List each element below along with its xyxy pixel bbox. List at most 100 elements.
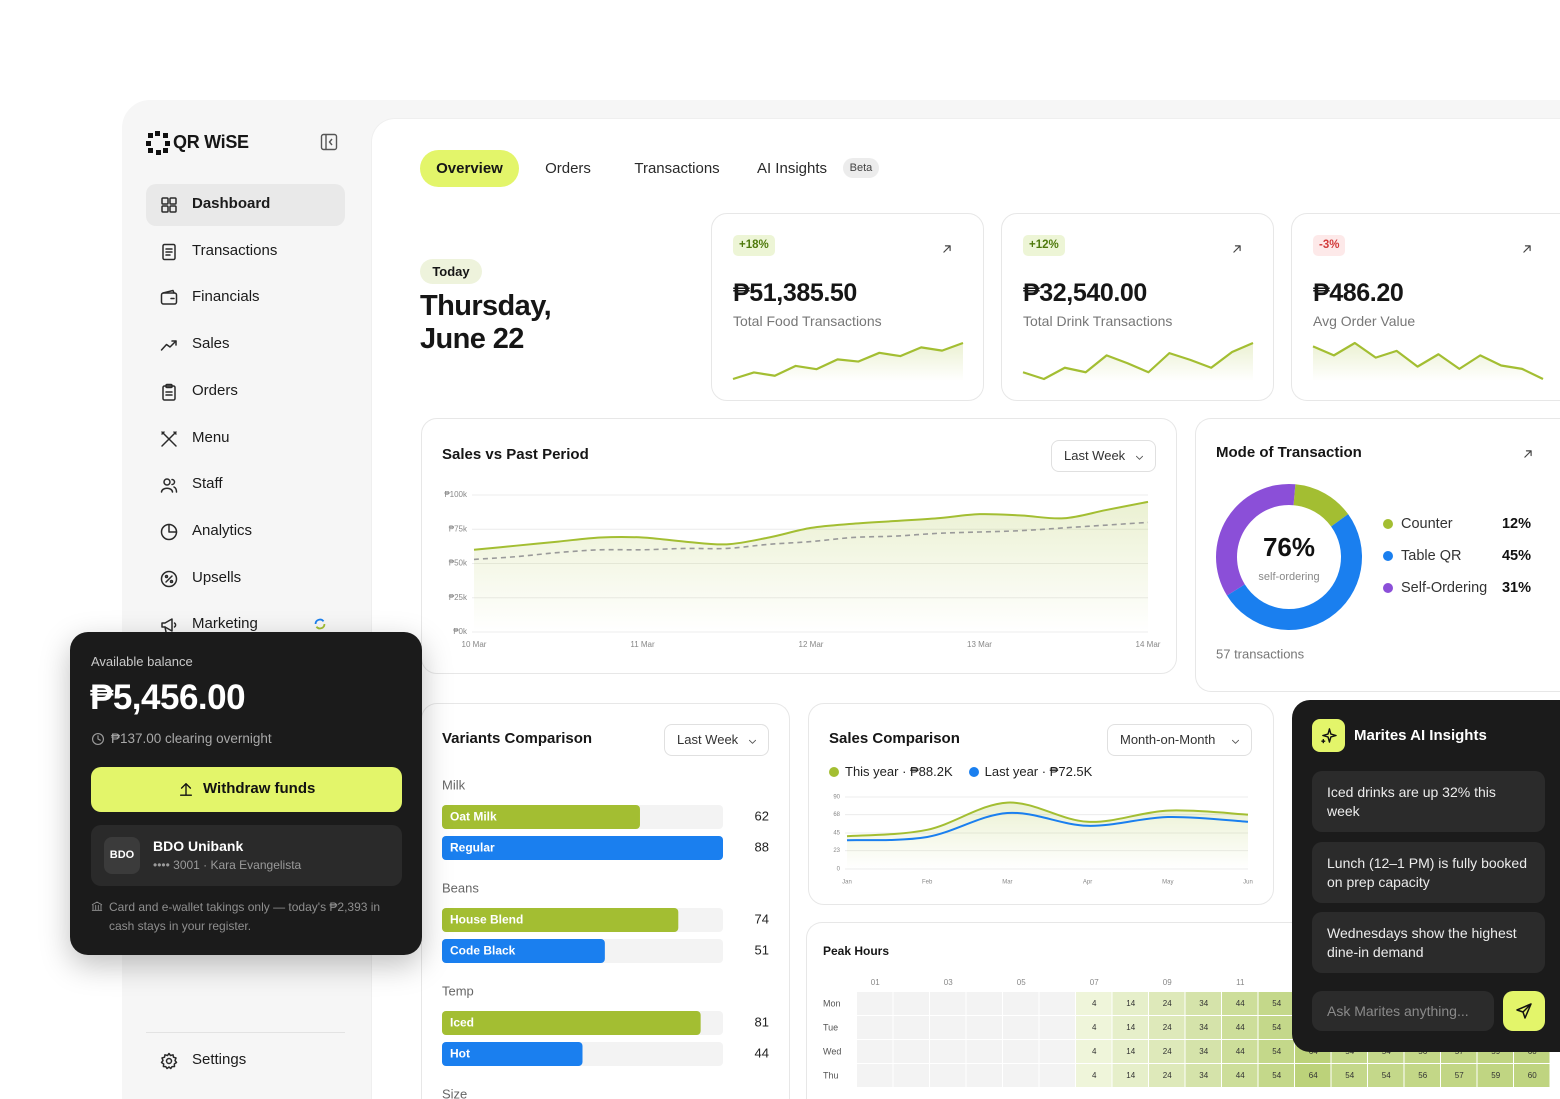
icon-shape xyxy=(160,292,178,306)
nav-icon xyxy=(160,478,178,493)
nav-item[interactable]: Staff xyxy=(146,464,345,506)
chart-title: Sales vs Past Period xyxy=(442,446,589,463)
clock-icon xyxy=(91,732,105,746)
nav-item[interactable]: Sales xyxy=(146,324,345,366)
legend-item: This year · ₱88.2K xyxy=(829,764,953,779)
dropdown[interactable]: Month-on-Month xyxy=(1107,724,1252,756)
icon-shape xyxy=(180,783,192,796)
tab[interactable]: Transactions xyxy=(634,160,720,177)
icon-shape xyxy=(91,732,105,746)
icon-shape xyxy=(160,570,178,587)
nav-label: Marketing xyxy=(192,615,258,633)
dropdown[interactable]: Last Week xyxy=(664,724,769,756)
nav-label: Dashboard xyxy=(192,195,271,212)
logo-dot xyxy=(146,141,151,146)
chevron xyxy=(1231,739,1240,744)
kpi-label: Avg Order Value xyxy=(1313,313,1416,329)
icon-shape xyxy=(160,487,174,493)
icon-shape xyxy=(160,340,177,351)
logo-text: QR WiSE xyxy=(173,132,249,152)
nav-item[interactable]: Marketing xyxy=(146,604,345,646)
collapse-icon xyxy=(320,133,338,151)
nav-icon xyxy=(161,197,177,213)
icon-shape xyxy=(1524,450,1532,458)
today-badge: Today xyxy=(420,259,482,284)
expand-icon xyxy=(943,245,951,253)
ai-message: Iced drinks are up 32% this week xyxy=(1312,771,1545,832)
nav-label: Analytics xyxy=(192,521,253,539)
balance-card: Available balance ₱5,456.00 ₱137.00 cleari… xyxy=(70,632,422,955)
chart-card xyxy=(421,703,790,1099)
logo-dot xyxy=(165,141,170,146)
chart-title: Mode of Transaction xyxy=(1216,444,1362,461)
nav-item[interactable]: Financials xyxy=(146,277,345,319)
icon-shape xyxy=(165,1057,173,1065)
legend-item: Last year · ₱72.5K xyxy=(968,764,1093,779)
ai-icon xyxy=(1312,719,1345,752)
logo-dot xyxy=(155,131,160,136)
icon-shape xyxy=(161,205,169,213)
icon-shape xyxy=(748,739,757,744)
kpi-label: Total Food Transactions xyxy=(733,313,882,329)
logo-dot xyxy=(163,133,168,138)
icon-shape xyxy=(1516,1003,1532,1019)
nav-icon xyxy=(160,290,178,306)
nav-label: Menu xyxy=(192,428,230,446)
ai-input[interactable]: Ask Marites anything... xyxy=(1312,991,1494,1031)
icon-shape xyxy=(161,197,169,205)
nav-item[interactable]: Menu xyxy=(146,418,345,460)
date-line: June 22 xyxy=(420,323,524,355)
icon-shape xyxy=(1321,739,1326,744)
tab[interactable]: Overview xyxy=(420,150,519,187)
withdraw-button[interactable]: Withdraw funds xyxy=(91,767,402,812)
nav-icon xyxy=(161,430,177,447)
nav-item[interactable]: Analytics xyxy=(146,511,345,553)
balance-amount: ₱5,456.00 xyxy=(90,678,246,717)
tab[interactable]: AI Insights xyxy=(756,160,828,177)
icon-shape xyxy=(160,1052,178,1070)
icon-shape xyxy=(97,735,101,741)
ai-panel: Marites AI Insights Iced drinks are up 32… xyxy=(1292,700,1560,1052)
balance-note: Card and e-wallet takings only — today's… xyxy=(109,900,381,933)
icon-shape xyxy=(1523,245,1531,253)
nav-item[interactable]: Upsells xyxy=(146,558,345,600)
collapse-button[interactable] xyxy=(320,133,338,151)
icon-shape xyxy=(91,901,103,911)
settings-icon xyxy=(160,1052,178,1070)
nav-icon xyxy=(160,340,177,351)
nav-item[interactable]: Transactions xyxy=(146,231,345,273)
tab[interactable]: Orders xyxy=(545,160,591,177)
chevron xyxy=(1135,455,1144,460)
icon-shape xyxy=(1135,455,1144,460)
kpi-label: Total Drink Transactions xyxy=(1023,313,1173,329)
ai-message: Wednesdays show the highest dine-in dema… xyxy=(1312,912,1545,973)
send-button[interactable] xyxy=(1503,991,1545,1031)
nav-item[interactable]: Dashboard xyxy=(146,184,345,226)
sidebar-divider xyxy=(146,1032,345,1033)
legend-dot xyxy=(829,766,839,777)
button-label: Withdraw funds xyxy=(203,780,316,797)
icon-shape xyxy=(169,197,177,205)
icon-shape xyxy=(314,618,325,625)
change-badge: +18% xyxy=(733,235,775,256)
dropdown[interactable]: Last Week xyxy=(1051,440,1156,472)
nav-label: Settings xyxy=(192,1051,247,1068)
kpi-card: +18% ₱51,385.50 Total Food Transactions xyxy=(711,213,984,401)
icon-shape xyxy=(943,245,951,253)
sparkle-icon xyxy=(1321,728,1337,744)
nav-item[interactable]: Settings xyxy=(146,1040,345,1082)
nav-label: Financials xyxy=(192,288,260,306)
kpi-value: ₱51,385.50 xyxy=(733,279,857,307)
legend-label: Last year · ₱72.5K xyxy=(984,764,1093,779)
nav-icon xyxy=(161,618,177,634)
chart-title: Variants Comparison xyxy=(442,730,593,747)
legend: This year · ₱88.2K Last year · ₱72.5K xyxy=(829,764,1092,779)
kpi-card: -3% ₱486.20 Avg Order Value xyxy=(1291,213,1560,401)
icon-shape xyxy=(165,574,173,583)
nav-item[interactable]: Orders xyxy=(146,371,345,413)
icon-shape xyxy=(164,626,167,634)
chart-title: Peak Hours xyxy=(823,944,890,958)
icon-shape xyxy=(169,205,177,213)
icon-shape xyxy=(162,243,176,260)
icon-shape xyxy=(162,385,176,401)
